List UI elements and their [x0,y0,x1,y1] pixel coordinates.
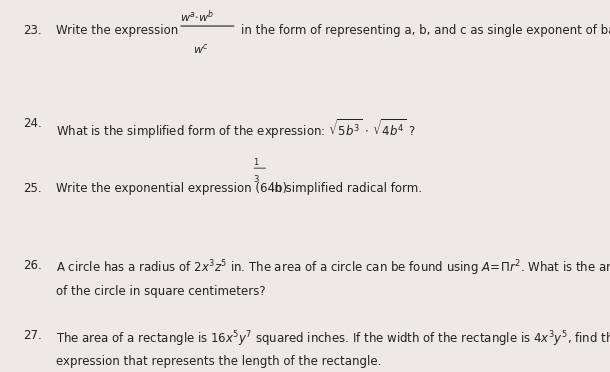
Text: 24.: 24. [23,117,42,130]
Text: What is the simplified form of the expression: $\sqrt{5b^3}$ $\cdot$ $\sqrt{4b^4: What is the simplified form of the expre… [56,117,416,141]
Text: $w^c$: $w^c$ [193,42,209,56]
Text: in simplified radical form.: in simplified radical form. [271,182,423,195]
Text: 26.: 26. [23,259,42,272]
Text: of the circle in square centimeters?: of the circle in square centimeters? [56,285,266,298]
Text: 27.: 27. [23,329,42,342]
Text: The area of a rectangle is $16x^5y^7$ squared inches. If the width of the rectan: The area of a rectangle is $16x^5y^7$ sq… [56,329,610,349]
Text: Write the exponential expression (64b): Write the exponential expression (64b) [56,182,287,195]
Text: 1: 1 [253,158,259,167]
Text: 3: 3 [253,175,259,184]
Text: in the form of representing a, b, and c as single exponent of base w: in the form of representing a, b, and c … [241,24,610,37]
Text: Write the expression: Write the expression [56,24,178,37]
Text: A circle has a radius of $2x^3z^5$ in. The area of a circle can be found using $: A circle has a radius of $2x^3z^5$ in. T… [56,259,610,278]
Text: 23.: 23. [23,24,42,37]
Text: expression that represents the length of the rectangle.: expression that represents the length of… [56,355,381,368]
Text: 25.: 25. [23,182,42,195]
Text: $w^a{\cdot}w^b$: $w^a{\cdot}w^b$ [180,9,214,25]
